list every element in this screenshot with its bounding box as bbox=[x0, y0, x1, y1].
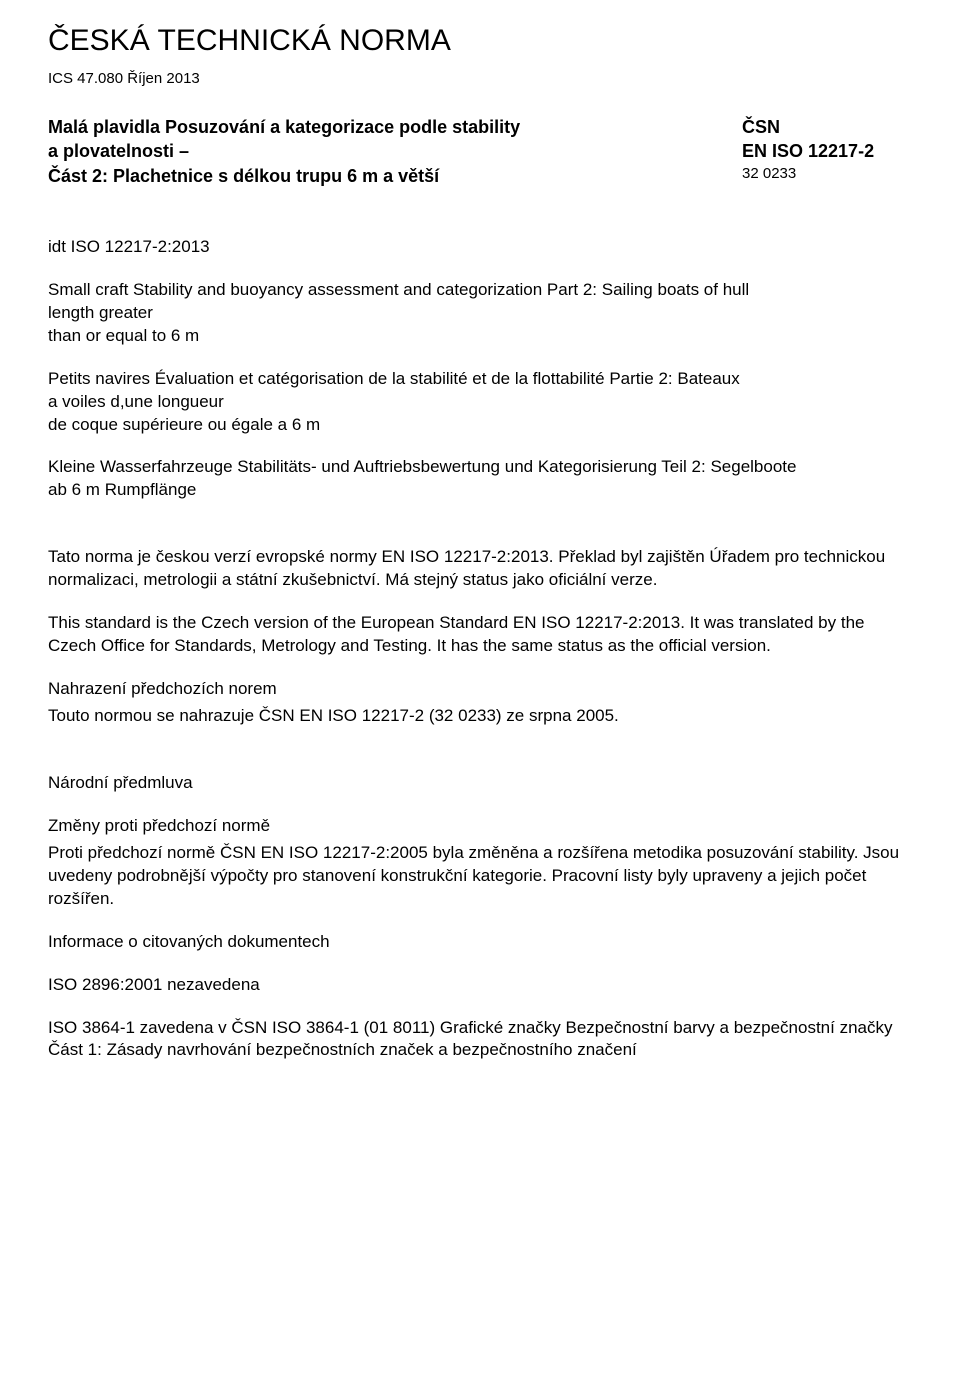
catalog-number: 32 0233 bbox=[742, 164, 912, 184]
de-line-2: ab 6 m Rumpflänge bbox=[48, 480, 196, 499]
de-line-1: Kleine Wasserfahrzeuge Stabilitäts- und … bbox=[48, 457, 796, 476]
replacement-heading: Nahrazení předchozích norem bbox=[48, 678, 912, 701]
french-title: Petits navires Évaluation et catégorisat… bbox=[48, 368, 912, 437]
standard-block: Malá plavidla Posuzování a kategorizace … bbox=[48, 115, 912, 188]
ref-iso-3864-1: ISO 3864-1 zavedena v ČSN ISO 3864-1 (01… bbox=[48, 1017, 912, 1063]
standard-title: Malá plavidla Posuzování a kategorizace … bbox=[48, 115, 742, 188]
national-foreword-heading: Národní předmluva bbox=[48, 772, 912, 795]
german-title: Kleine Wasserfahrzeuge Stabilitäts- und … bbox=[48, 456, 912, 502]
ref-iso-2896: ISO 2896:2001 nezavedena bbox=[48, 974, 912, 997]
standard-codes: ČSN EN ISO 12217-2 32 0233 bbox=[742, 115, 912, 188]
fr-line-1: Petits navires Évaluation et catégorisat… bbox=[48, 369, 740, 388]
english-version-note: This standard is the Czech version of th… bbox=[48, 612, 912, 658]
en-line-1: Small craft Stability and buoyancy asses… bbox=[48, 280, 749, 299]
idt-line: idt ISO 12217-2:2013 bbox=[48, 236, 912, 259]
csn-label: ČSN bbox=[742, 115, 912, 139]
en-line-2: length greater bbox=[48, 303, 153, 322]
title-line-2: a plovatelnosti – bbox=[48, 139, 742, 163]
eniso-label: EN ISO 12217-2 bbox=[742, 139, 912, 163]
references-heading: Informace o citovaných dokumentech bbox=[48, 931, 912, 954]
fr-line-3: de coque supérieure ou égale a 6 m bbox=[48, 415, 320, 434]
title-line-3: Část 2: Plachetnice s délkou trupu 6 m a… bbox=[48, 164, 742, 188]
page-content: ČESKÁ TECHNICKÁ NORMA ICS 47.080 Říjen 2… bbox=[0, 0, 960, 1106]
changes-heading: Změny proti předchozí normě bbox=[48, 815, 912, 838]
en-line-3: than or equal to 6 m bbox=[48, 326, 199, 345]
changes-text: Proti předchozí normě ČSN EN ISO 12217-2… bbox=[48, 842, 912, 911]
english-title: Small craft Stability and buoyancy asses… bbox=[48, 279, 912, 348]
ics-line: ICS 47.080 Říjen 2013 bbox=[48, 70, 912, 87]
main-title: ČESKÁ TECHNICKÁ NORMA bbox=[48, 24, 912, 58]
replacement-text: Touto normou se nahrazuje ČSN EN ISO 122… bbox=[48, 705, 912, 728]
fr-line-2: a voiles d,une longueur bbox=[48, 392, 224, 411]
title-line-1: Malá plavidla Posuzování a kategorizace … bbox=[48, 115, 742, 139]
czech-version-note: Tato norma je českou verzí evropské norm… bbox=[48, 546, 912, 592]
